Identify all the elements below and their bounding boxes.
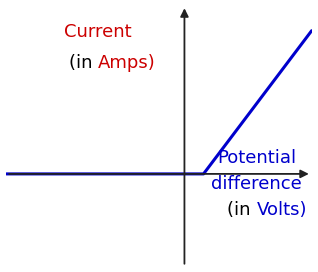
Text: Current: Current: [64, 23, 132, 41]
Text: Potential: Potential: [217, 149, 296, 167]
Text: (in: (in: [227, 202, 257, 220]
Text: Amps): Amps): [98, 54, 156, 72]
Text: Volts): Volts): [257, 202, 307, 220]
Text: difference: difference: [211, 175, 302, 193]
Text: (in: (in: [69, 54, 98, 72]
